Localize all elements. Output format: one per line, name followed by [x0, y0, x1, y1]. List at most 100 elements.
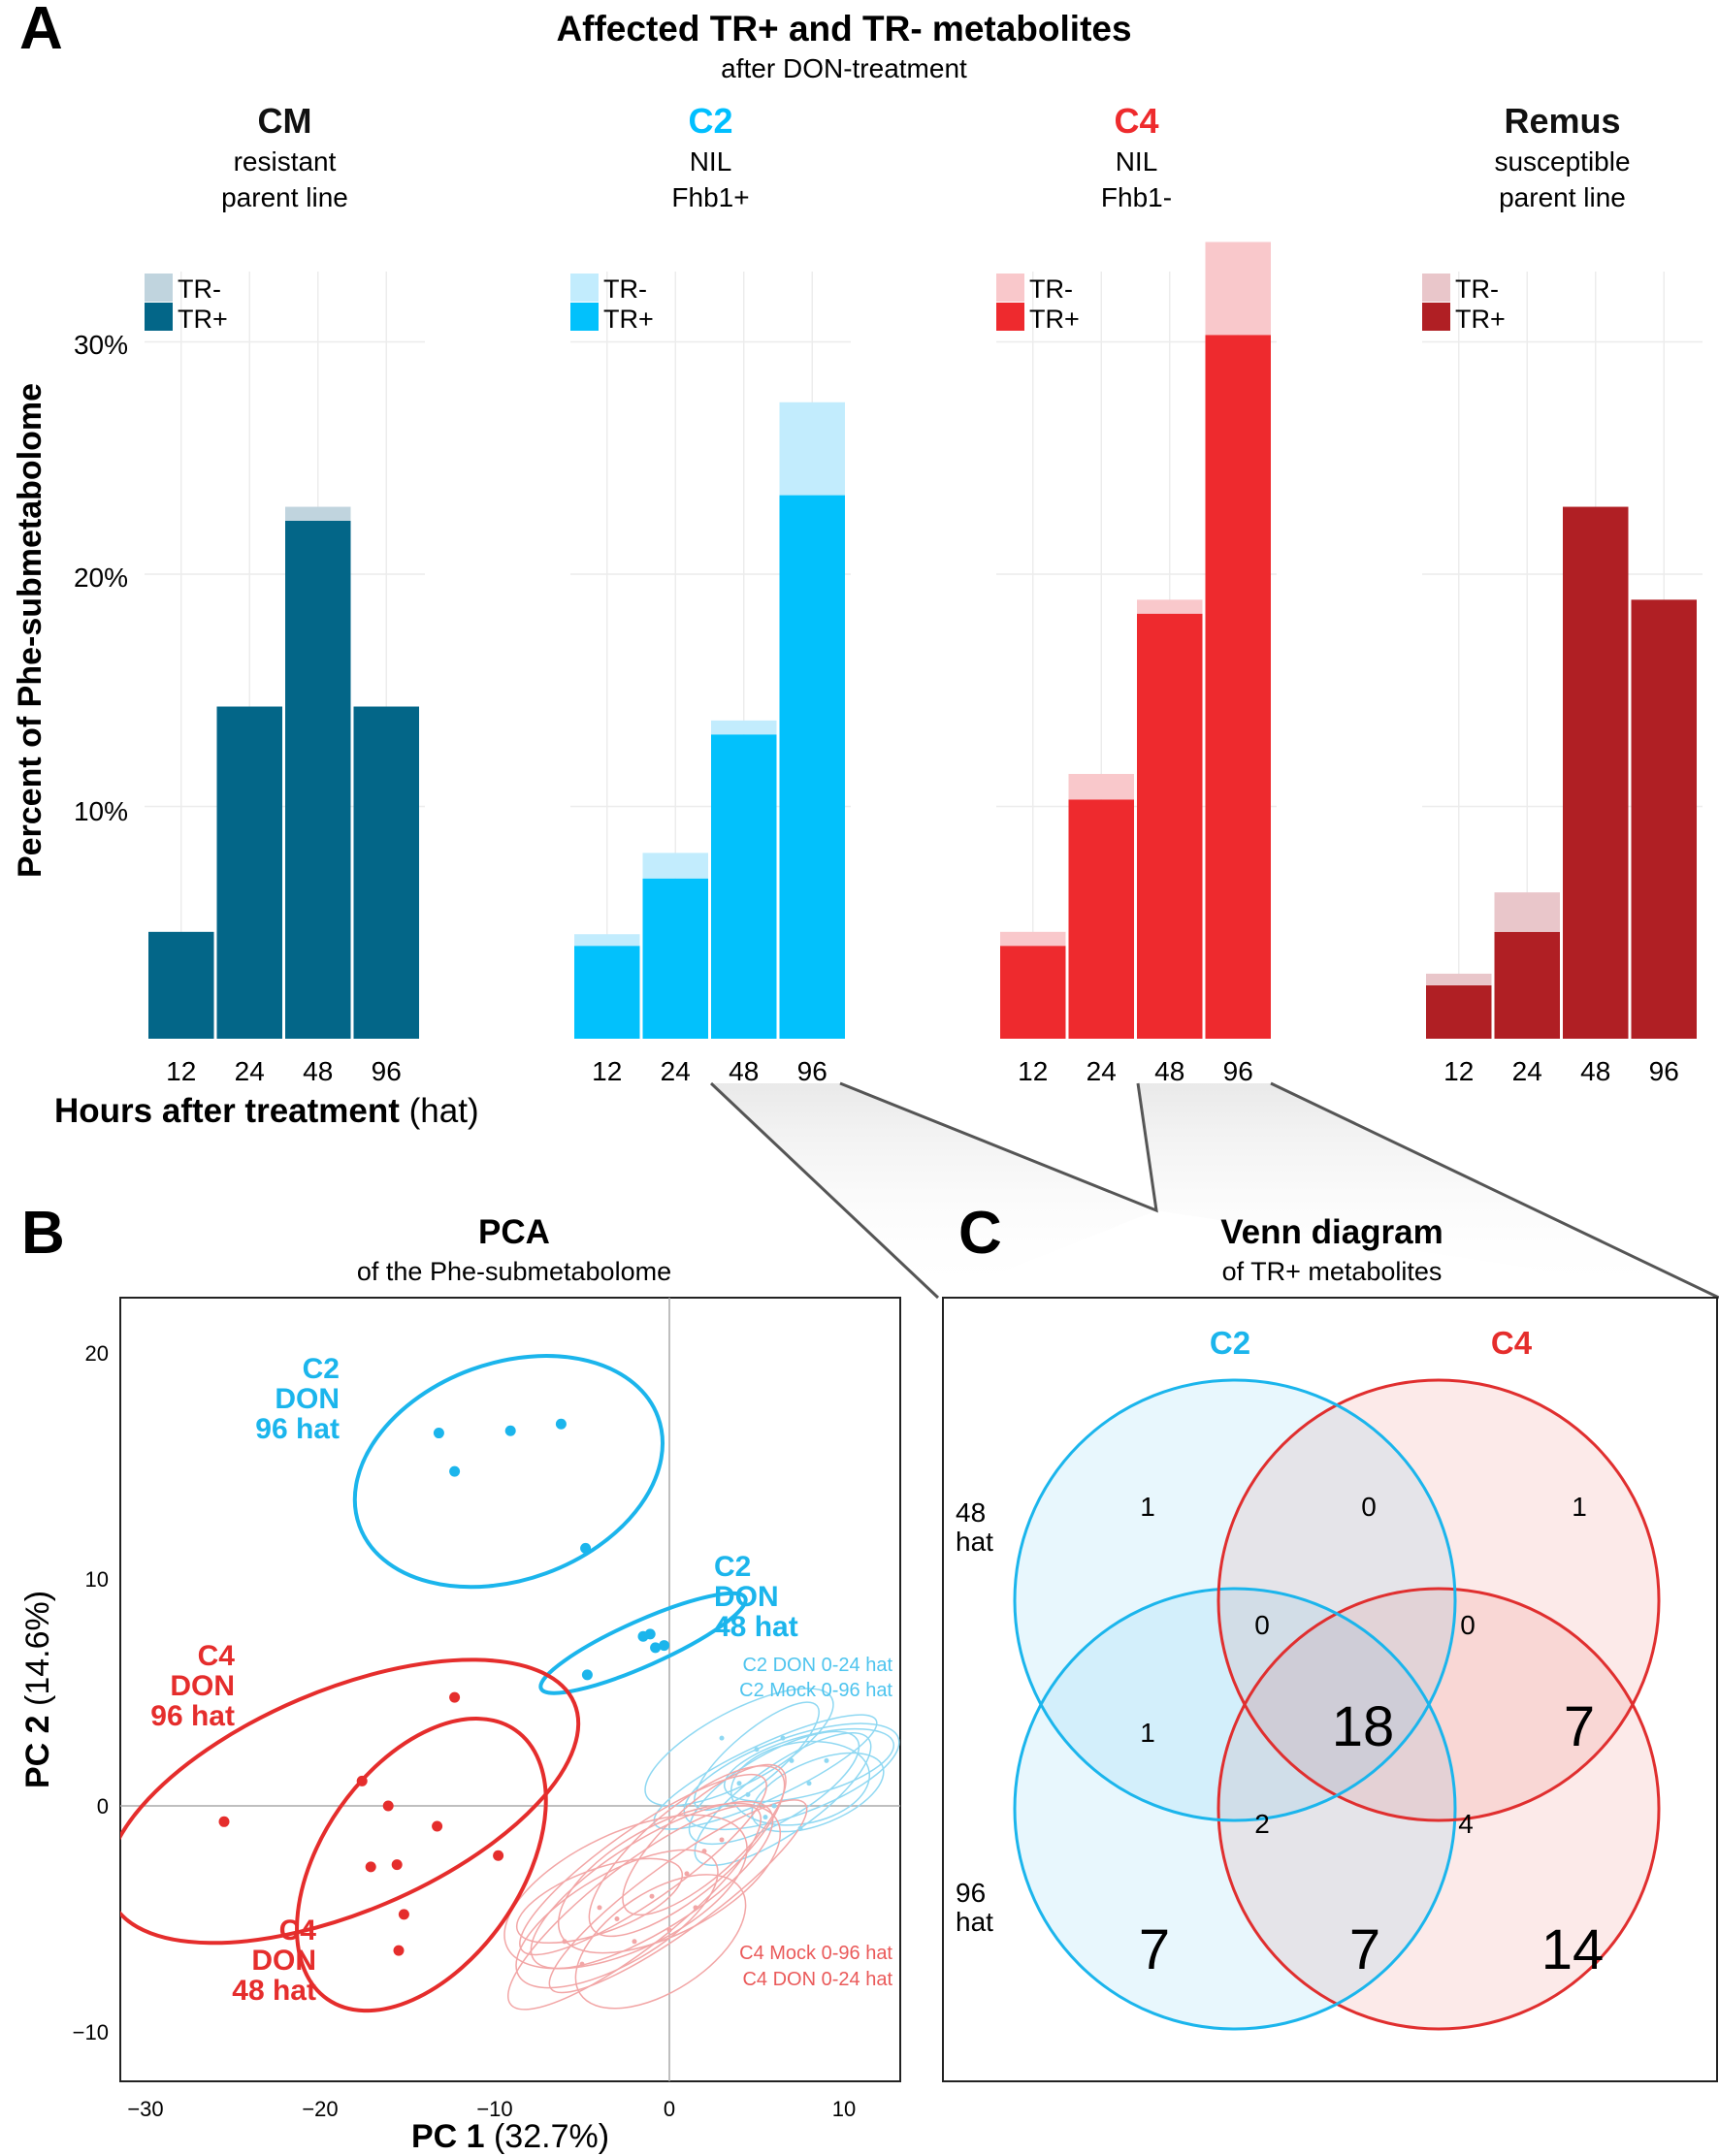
row-label-line: 96 — [956, 1878, 986, 1908]
background-point-c2 — [780, 1735, 786, 1741]
pca-y-axis-label: PC 2 (14.6%) — [19, 1591, 56, 1788]
bar-tr-minus — [1068, 773, 1134, 800]
x-tick-label: 12 — [1018, 1056, 1048, 1086]
background-point-c4 — [684, 1871, 690, 1877]
venn-count: 1 — [1572, 1492, 1587, 1522]
bar-tr-plus — [574, 946, 640, 1039]
venn-count: 7 — [1349, 1918, 1380, 1981]
point-c2-don-48-hat — [644, 1628, 656, 1640]
background-point-c4 — [562, 1939, 568, 1945]
x-tick-label: 48 — [303, 1056, 333, 1086]
venn-count: 7 — [1564, 1695, 1595, 1758]
x-tick-label: 24 — [1512, 1056, 1542, 1086]
x-tick-label: 12 — [592, 1056, 622, 1086]
facet-title: C4 — [1114, 101, 1158, 141]
point-c4-don-48-hat — [365, 1861, 376, 1873]
x-tick-label: 48 — [1580, 1056, 1610, 1086]
facet-c2: C2 NIL Fhb1+ TR-TR+ 12 24 48 96 — [570, 101, 851, 1086]
venn-row-label-96: 96 hat — [956, 1878, 993, 1937]
y-tick-label: −10 — [73, 2020, 109, 2044]
row-label-line: hat — [956, 1907, 993, 1937]
point-c2-don-96-hat — [580, 1542, 592, 1554]
point-c2-don-96-hat — [555, 1418, 567, 1430]
pca-y-ticks: 20 10 0 −10 — [73, 1341, 109, 2044]
label-c2-don-48: C2 DON 48 hat — [714, 1551, 798, 1643]
ellipse-c2-don-48-hat — [538, 1591, 748, 1695]
facet-title: C2 — [688, 101, 732, 141]
panel-a-title: Affected TR+ and TR- metabolites — [556, 9, 1131, 48]
bar-tr-minus — [285, 506, 351, 521]
label-line: 96 hat — [255, 1413, 340, 1445]
background-point-c2 — [797, 1825, 803, 1831]
connector-line-c4 — [1270, 1081, 1719, 1300]
legend-label: TR+ — [1455, 305, 1506, 334]
background-ellipse-c2 — [730, 1740, 871, 1826]
facet-cm: CM resistant parent line TR-TR+ 12 24 48 96 — [145, 101, 425, 1086]
panel-b-title: PCA — [478, 1213, 550, 1251]
facet-subtitle: Fhb1- — [1101, 182, 1172, 212]
panel-connector — [709, 1081, 1719, 1300]
venn-count: 7 — [1139, 1918, 1170, 1981]
panel-c-title: Venn diagram — [1220, 1213, 1443, 1251]
venn-c2-48-outline — [1013, 1378, 1457, 1822]
pca-group-labels: C2 DON 96 hat C2 DON 48 hat C4 DON 96 ha… — [150, 1353, 797, 2007]
legend-swatch-tr-minus — [570, 274, 599, 302]
background-ellipse-c4 — [622, 1763, 787, 1916]
panel-a-subtitle: after DON-treatment — [721, 53, 967, 83]
bar-tr-plus — [1631, 599, 1697, 1039]
background-point-c4 — [614, 1916, 620, 1921]
background-ellipse-c4 — [503, 1814, 748, 1970]
panel-b-subtitle: of the Phe-submetabolome — [357, 1257, 671, 1286]
venn-c2-48-fill — [1015, 1380, 1455, 1820]
bar-tr-plus — [1137, 613, 1203, 1039]
label-line: 96 hat — [150, 1700, 235, 1732]
point-c4-don-48-hat — [398, 1909, 409, 1920]
background-ellipse-c2 — [653, 1714, 878, 1830]
bar-tr-minus — [642, 853, 708, 879]
venn-c4-96-outline — [1216, 1587, 1661, 2031]
bar-tr-minus — [1494, 892, 1560, 932]
venn-count: 1 — [1140, 1718, 1155, 1748]
background-point-c4 — [719, 1837, 725, 1843]
panel-a-x-axis-label: Hours after treatment (hat) — [54, 1092, 479, 1130]
x-tick-label: 10 — [832, 2097, 856, 2121]
x-tick-label: 96 — [372, 1056, 402, 1086]
label-line: 48 hat — [714, 1611, 798, 1643]
background-ellipse-c4 — [507, 1805, 762, 2011]
x-tick-label: 12 — [166, 1056, 196, 1086]
background-point-c2 — [771, 1803, 777, 1809]
legend-label: TR- — [1455, 274, 1499, 304]
bar-tr-minus — [711, 720, 777, 735]
venn-count: 14 — [1541, 1918, 1605, 1981]
background-ellipse-c2 — [694, 1701, 820, 1812]
background-ellipse-c2 — [751, 1752, 885, 1833]
bar-tr-plus — [148, 931, 214, 1039]
label-c2-don-0-24: C2 DON 0-24 hat — [742, 1655, 892, 1676]
point-c4-don-96-hat — [493, 1850, 504, 1861]
label-c4-mock-0-96: C4 Mock 0-96 hat — [739, 1943, 892, 1964]
label-line: DON — [170, 1670, 235, 1702]
point-c4-don-48-hat — [391, 1859, 403, 1871]
y-axis-label-bold: PC 2 — [19, 1715, 56, 1788]
legend-label: TR- — [178, 274, 221, 304]
x-tick-label: 48 — [729, 1056, 759, 1086]
panel-b: B PCA of the Phe-submetabolome −30 −20 −… — [19, 1200, 901, 2155]
background-ellipse-c4 — [515, 1857, 684, 1945]
venn-c4-96-fill — [1218, 1589, 1659, 2029]
background-ellipse-c2 — [644, 1688, 834, 1807]
bar-tr-minus — [574, 934, 640, 947]
panel-a: A Affected TR+ and TR- metabolites after… — [12, 0, 1703, 1130]
bar-tr-minus — [1000, 931, 1066, 947]
x-tick-label: −30 — [127, 2097, 163, 2121]
background-ellipse-c4 — [588, 1765, 786, 1938]
facet-subtitle: parent line — [221, 182, 348, 212]
venn-set-label-c4: C4 — [1491, 1325, 1533, 1361]
y-tick-label: 10% — [74, 796, 128, 826]
background-point-c2 — [789, 1757, 795, 1763]
x-tick-label: 96 — [797, 1056, 827, 1086]
pca-plot — [120, 1354, 900, 2013]
y-tick-label: 20 — [85, 1341, 109, 1366]
x-tick-label: −20 — [302, 2097, 338, 2121]
connector-line-c2 — [709, 1081, 940, 1300]
